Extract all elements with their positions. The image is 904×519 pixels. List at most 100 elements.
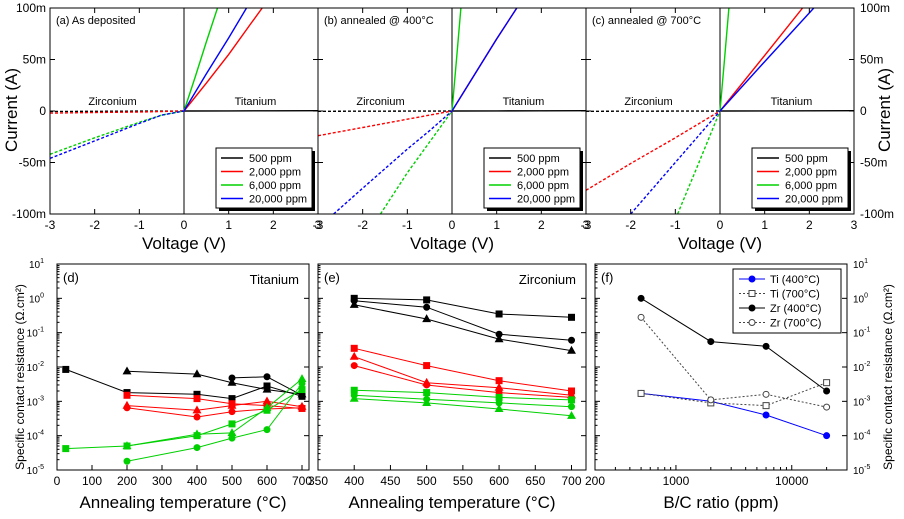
data-point-red-circle [423,381,431,389]
x-axis-label: Voltage (V) [678,234,762,253]
data-point-green-circle [193,444,201,452]
series-red-circle-line [126,407,303,418]
data-point-red-square [423,362,431,370]
data-point-green-square [423,389,431,397]
x-tick-label: 2 [538,218,545,232]
data-point-black-circle [298,391,306,399]
y-tick-label-right: 0 [860,104,867,118]
data-point-green-circle [298,380,306,388]
x-tick-label: 1 [761,218,768,232]
row1-ylabel-left: Current (A) [2,68,21,152]
x-tick-label: -3 [313,218,324,232]
data-point-green-square [62,445,70,453]
data-point-black-circle [637,294,645,302]
region-label-titanium: Titanium [771,96,813,108]
x-axis-label: Annealing temperature (°C) [348,493,555,512]
legend-entry: 2,000 ppm [785,167,837,179]
legend-entry: Ti (400°C) [770,274,820,286]
panel-a-iv-as-deposited: -3 -2 -1 0 1 2 3 -100m -50m 0 50m 100m (a) As deposi… [12,1,322,253]
x-tick-label: -1 [134,218,145,232]
data-point-black-circle [423,303,431,311]
series-black-zirconium-line [50,110,185,113]
series-black-triangle-line [354,304,572,352]
data-point-blue-circle [823,432,831,440]
panel-annotation: Zirconium [519,272,576,287]
data-point-red-circle [123,404,131,412]
y-tick-label-right: 10-2 [853,361,870,374]
x-tick-label: 0 [449,218,456,232]
data-point-blue-circle [762,411,770,419]
data-point-red-square [495,377,503,385]
x-axis-label: B/C ratio (ppm) [663,493,778,512]
data-point-grey-square [823,379,831,387]
data-point-black-circle [762,342,770,350]
legend-entry: Zr (700°C) [770,318,821,330]
y-tick-label-right: -50m [860,156,887,170]
panel-title: (a) As deposited [56,15,136,27]
x-tick-label: 0 [181,218,188,232]
y-tick-label: 0 [39,104,46,118]
data-point-black-triangle [349,299,359,308]
x-tick-label: 400 [344,474,364,488]
region-label-zirconium: Zirconium [88,96,136,108]
x-tick-label: 550 [453,474,473,488]
data-point-black-circle [568,336,576,344]
x-tick-label: -3 [581,218,592,232]
y-tick-label-right: 101 [853,258,868,271]
data-point-grey-circle [707,396,715,404]
y-tick-label: 50m [23,53,46,67]
data-point-black-triangle [262,384,272,393]
legend-swatch-marker [748,275,756,283]
data-point-green-square [228,420,236,428]
series-group [50,8,318,160]
legend-entry: Zr (400°C) [770,303,821,315]
region-label-titanium: Titanium [235,96,277,108]
data-point-black-triangle [227,377,237,386]
series-red-square-line [126,394,303,409]
region-label-titanium: Titanium [503,96,545,108]
x-tick-label: 700 [292,474,312,488]
y-tick-label: 10-5 [27,464,44,477]
series-green-titanium-line [183,8,219,112]
x-axis-label: Voltage (V) [410,234,494,253]
x-tick-label: 10000 [775,474,809,488]
panel-b-iv-annealed-400: -3 -2 -1 0 1 2 3 (b) annealed @ 400°C Zirconium T… [313,7,590,253]
x-tick-label: -2 [625,218,636,232]
x-tick-label: -2 [89,218,100,232]
x-tick-label: -2 [357,218,368,232]
x-tick-label: 600 [257,474,277,488]
y-tick-label-right: 100 [853,292,868,305]
y-tick-label: 10-4 [27,430,44,443]
x-tick-label: -1 [402,218,413,232]
y-tick-label: -50m [19,156,46,170]
series-group [586,8,854,214]
data-point-red-square [123,391,131,399]
data-point-green-triangle [422,398,432,407]
y-tick-label-right: 10-5 [853,464,870,477]
data-point-black-circle [707,338,715,346]
legend-entry: 500 ppm [785,153,828,165]
y-tick-label-right: 10-3 [853,395,870,408]
panel-e-zirconium-resistance: 350 400 450 500 550 600 650 700 (e) Zirconium Anne… [308,263,587,512]
data-point-black-square [62,365,70,373]
series-red-triangle-line [354,356,572,396]
data-point-red-circle [350,362,358,370]
series-blue-zirconium-line [50,110,185,160]
x-tick-label: 450 [380,474,400,488]
legend-entry: 500 ppm [249,153,292,165]
legend-entry: 2,000 ppm [517,167,569,179]
data-point-green-circle [568,403,576,411]
series-green-titanium-line [451,8,462,112]
y-tick-label-right: 50m [860,53,883,67]
series-blue-titanium-line [183,8,248,112]
legend-entry: 20,000 ppm [785,194,843,206]
x-tick-label: 0 [717,218,724,232]
data-point-black-triangle [567,345,576,354]
series-blue-circle-line [641,392,827,437]
plot-frame [56,263,310,471]
region-label-zirconium: Zirconium [624,96,672,108]
legend-entry: 6,000 ppm [785,180,837,192]
panel-title: (e) [324,270,340,285]
series-grey-square-line [641,382,827,407]
